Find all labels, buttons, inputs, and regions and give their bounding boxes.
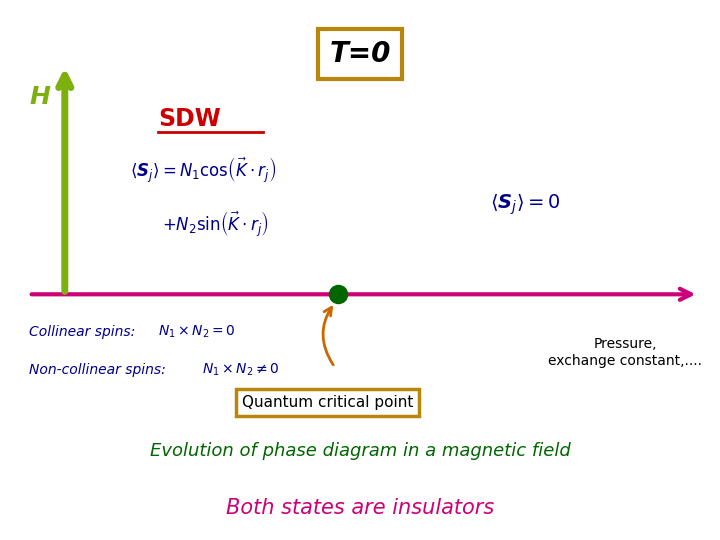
Text: SDW: SDW: [158, 107, 221, 131]
Text: Evolution of phase diagram in a magnetic field: Evolution of phase diagram in a magnetic…: [150, 442, 570, 460]
Text: H: H: [30, 85, 50, 109]
Text: Pressure,
exchange constant,....: Pressure, exchange constant,....: [548, 338, 702, 368]
Text: T=0: T=0: [329, 40, 391, 68]
Text: $N_1 \times N_2 = 0$: $N_1 \times N_2 = 0$: [158, 324, 236, 340]
Text: Collinear spins:: Collinear spins:: [29, 325, 135, 339]
Text: $\langle \boldsymbol{S}_j \rangle = N_1 \cos\!\left(\vec{K} \cdot r_j\right)$: $\langle \boldsymbol{S}_j \rangle = N_1 …: [130, 156, 276, 185]
Text: Both states are insulators: Both states are insulators: [226, 497, 494, 518]
Text: $+ N_2 \sin\!\left(\vec{K} \cdot r_j\right)$: $+ N_2 \sin\!\left(\vec{K} \cdot r_j\rig…: [162, 210, 269, 239]
Text: $N_1 \times N_2 \neq 0$: $N_1 \times N_2 \neq 0$: [202, 362, 279, 378]
Text: Quantum critical point: Quantum critical point: [242, 395, 413, 410]
Text: $\langle \boldsymbol{S}_j \rangle = 0$: $\langle \boldsymbol{S}_j \rangle = 0$: [490, 193, 560, 218]
Text: Non-collinear spins:: Non-collinear spins:: [29, 363, 166, 377]
